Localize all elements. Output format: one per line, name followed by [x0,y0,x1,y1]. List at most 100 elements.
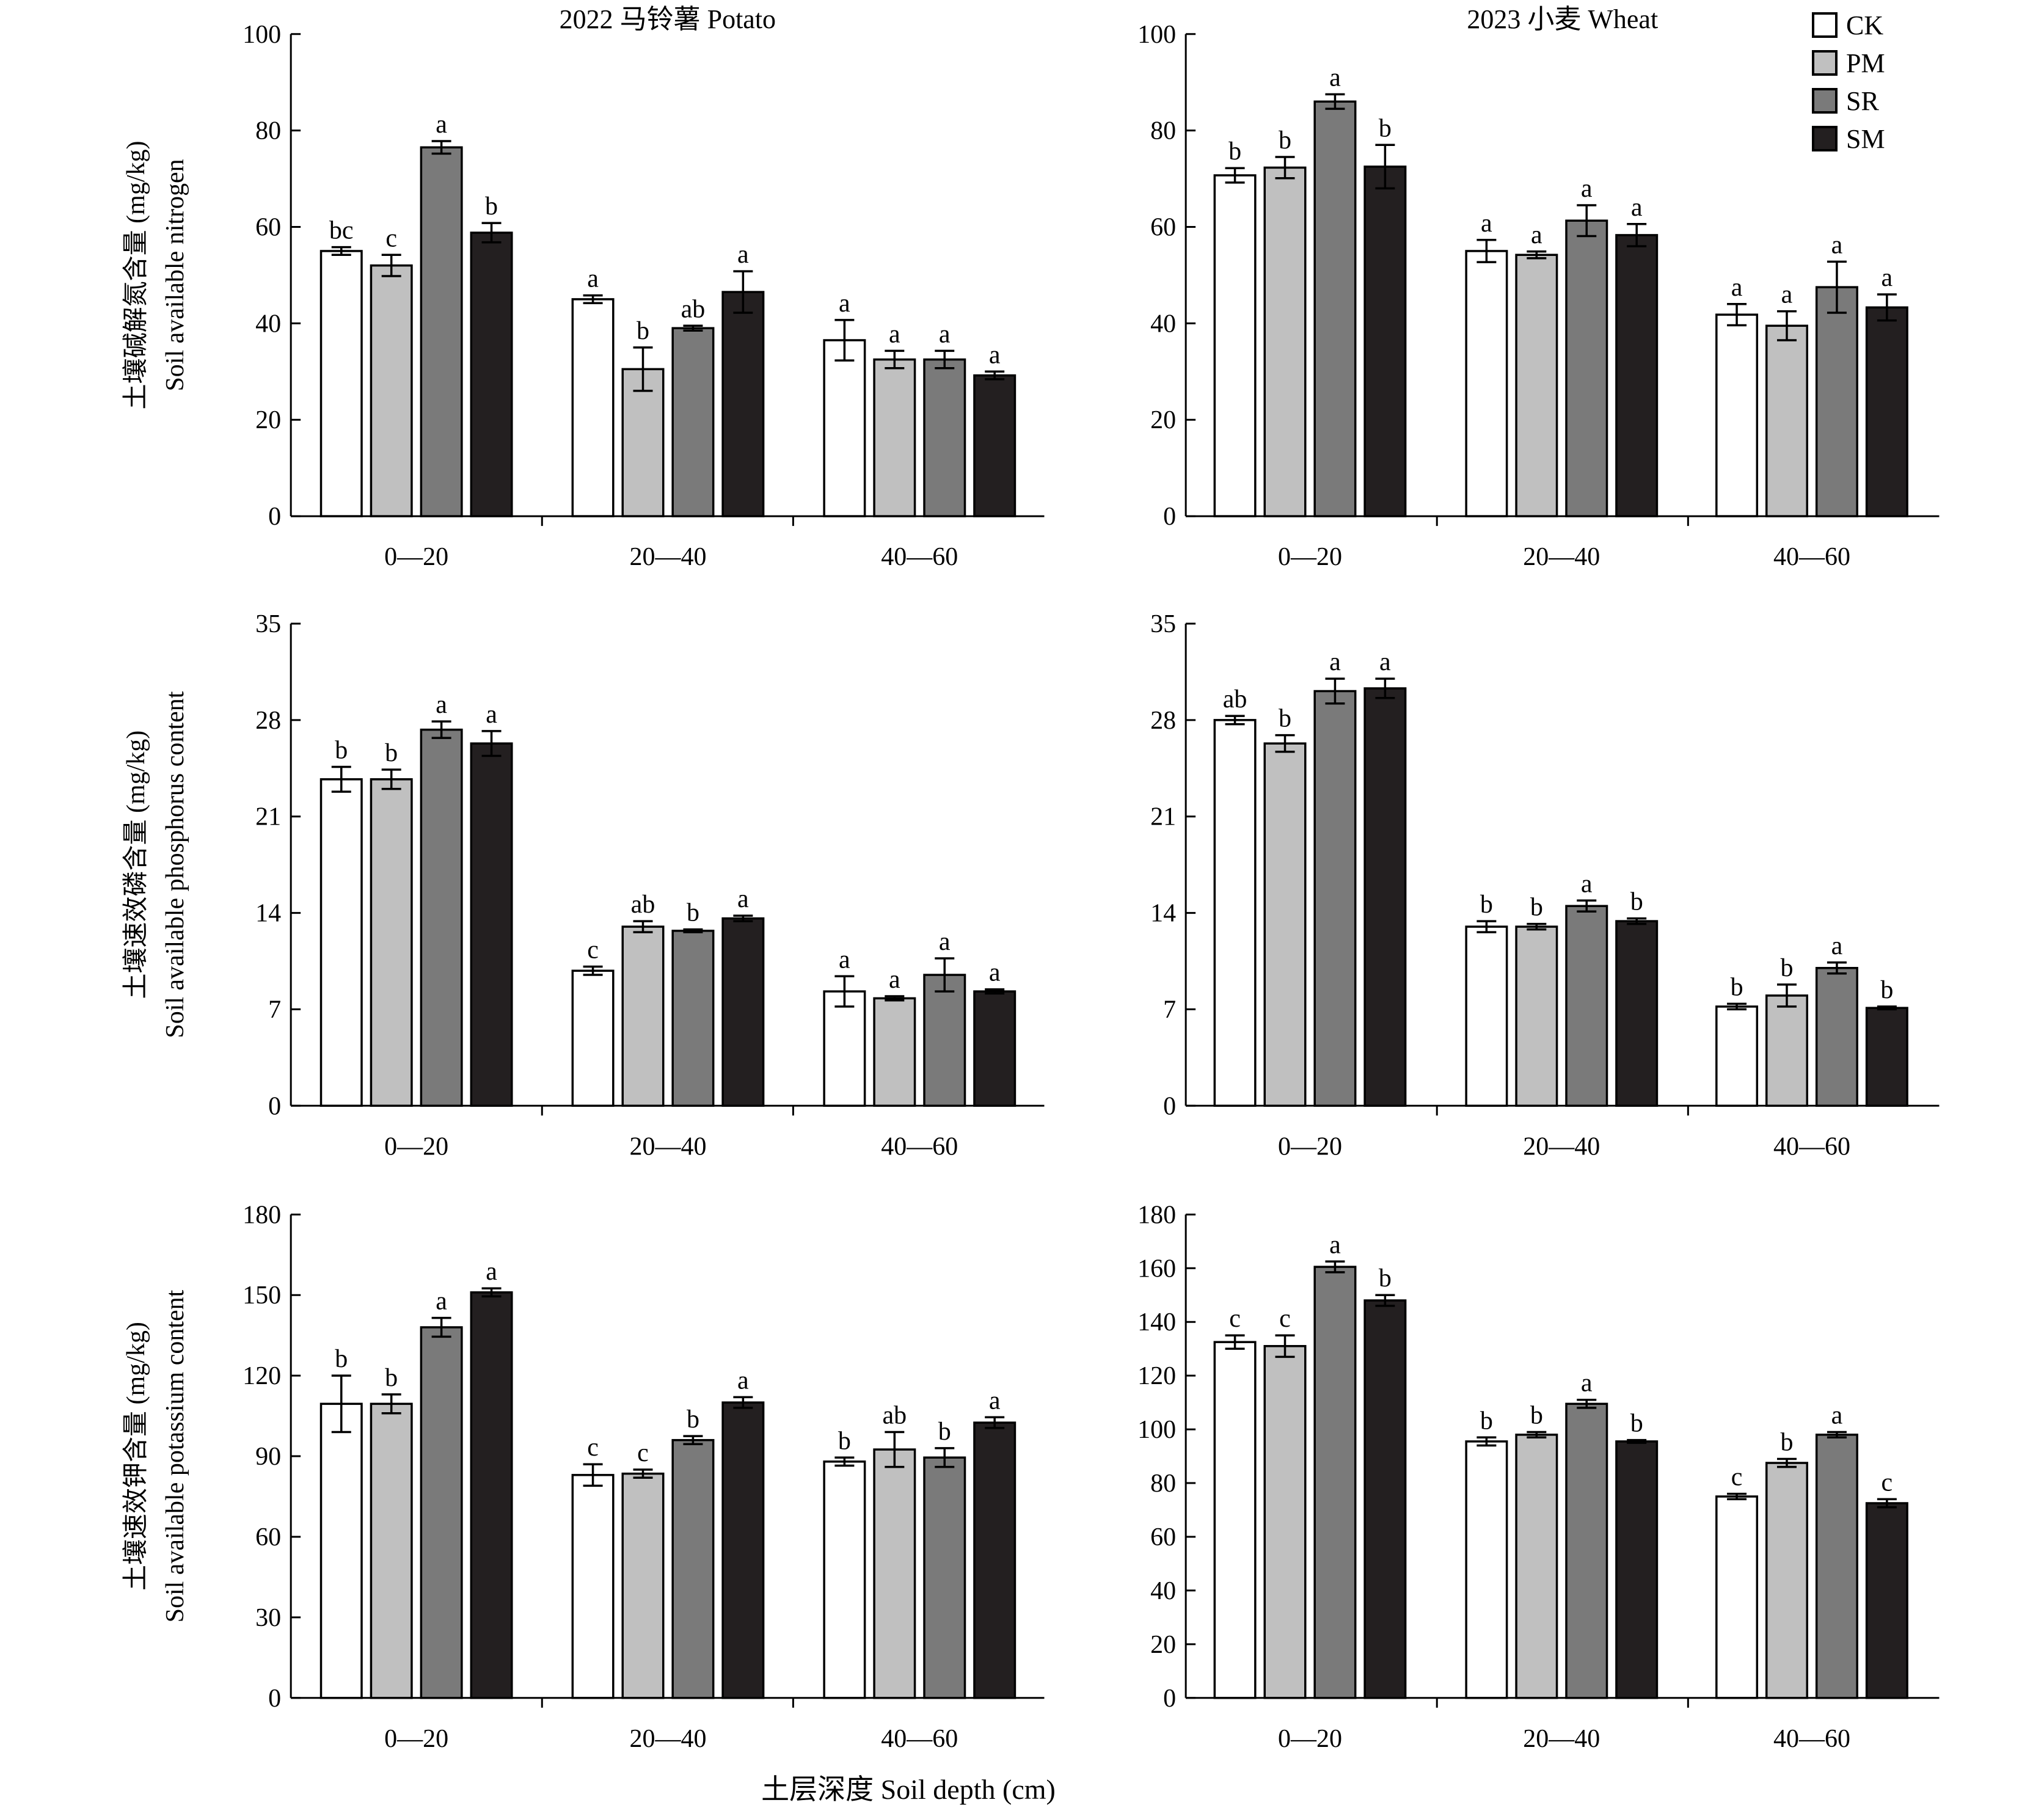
legend-label-pm: PM [1846,48,1885,78]
bar-sm [1615,1440,1659,1699]
bar-pm [1515,925,1558,1107]
bar-sm [973,1421,1017,1699]
legend-swatch-pm [1812,50,1838,76]
y-tick-label: 0 [268,503,281,531]
bar-sm [973,374,1017,517]
significance-letter: b [1880,976,1893,1004]
significance-letter: a [436,691,447,719]
bar-sr [1313,1266,1357,1699]
significance-letter: a [1831,231,1843,259]
x-category-label: 40—60 [881,1132,958,1161]
significance-letter: a [587,265,599,293]
bar-pm [1263,1345,1307,1699]
significance-letter: a [1581,175,1593,203]
significance-letter: b [385,739,398,767]
bar-ck [1213,174,1257,517]
bar-sr [420,1326,463,1699]
bar-pm [873,358,916,517]
bar-sr [1815,967,1858,1107]
significance-letter: b [335,737,348,765]
significance-letter: a [939,928,951,956]
bar-sr [1815,1434,1858,1699]
significance-letter: b [1630,888,1643,916]
significance-letter: b [687,899,699,927]
significance-letter: b [1379,114,1392,142]
x-category-label: 20—40 [1523,543,1600,571]
y-tick-label: 120 [1137,1362,1176,1390]
significance-letter: b [637,317,649,345]
bar-sr [1565,1402,1608,1699]
bar-ck [823,990,866,1107]
bar-ck [571,1474,615,1699]
y-tick-label: 20 [255,406,281,434]
bar-ck [823,339,866,517]
legend-label-sm: SM [1846,124,1885,154]
significance-letter: b [1781,1428,1794,1456]
bar-ck [319,250,363,517]
legend-label-sr: SR [1846,86,1879,116]
y-tick-label: 160 [1137,1255,1176,1283]
bar-ck [1465,250,1508,517]
bar-sm [721,291,765,517]
bar-sm [470,1291,513,1699]
bar-ck [571,298,615,517]
significance-letter: a [1631,194,1643,222]
significance-letter: c [1882,1468,1893,1496]
significance-letter: b [1228,137,1241,166]
bar-pm [1263,166,1307,517]
x-category-label: 20—40 [629,1132,706,1161]
x-category-label: 20—40 [1523,1725,1600,1753]
bar-pm [621,368,665,517]
bar-pm [370,264,413,517]
significance-letter: a [1329,648,1341,676]
significance-letter: a [889,320,900,348]
significance-letter: a [989,341,1001,369]
bar-sm [1615,234,1659,517]
y-tick-label: 0 [1163,503,1176,531]
y-axis-label-cn: 土壤碱解氮含量 (mg/kg) [122,141,150,410]
significance-letter: a [1781,281,1793,309]
significance-letter: a [1481,210,1492,238]
legend-swatch-ck [1812,12,1838,38]
significance-letter: ab [631,891,655,919]
significance-letter: a [1831,932,1843,960]
significance-letter: a [1329,1231,1341,1259]
x-category-label: 40—60 [1773,1725,1850,1753]
x-category-label: 40—60 [881,1725,958,1753]
bar-sm [1363,687,1407,1107]
bar-pm [1765,1462,1808,1699]
bar-sm [1363,166,1407,517]
significance-letter: a [486,1258,497,1286]
y-tick-label: 150 [243,1281,281,1310]
y-tick-label: 7 [1163,996,1176,1024]
bar-sr [923,1456,966,1699]
x-category-label: 0—20 [384,1725,448,1753]
significance-letter: c [637,1439,649,1467]
y-tick-label: 90 [255,1443,281,1471]
x-category-label: 0—20 [384,1132,448,1161]
y-tick-label: 35 [1150,610,1176,638]
significance-letter: b [1279,705,1291,733]
x-category-label: 40—60 [1773,543,1850,571]
significance-letter: a [839,290,850,318]
y-tick-label: 100 [1137,1416,1176,1444]
significance-letter: a [839,946,850,974]
bar-sr [420,728,463,1107]
y-tick-label: 80 [1150,1470,1176,1498]
y-tick-label: 0 [1163,1685,1176,1713]
significance-letter: b [1731,973,1743,1001]
bar-sr [1565,219,1608,517]
significance-letter: a [939,320,951,348]
y-axis-label-cn: 土壤速效磷含量 (mg/kg) [122,731,150,999]
bar-sm [1865,306,1908,517]
bar-pm [1515,253,1558,517]
y-tick-label: 100 [243,21,281,49]
legend-swatch-sm [1812,126,1838,151]
significance-letter: a [436,1288,447,1316]
significance-letter: a [737,885,749,913]
bar-sr [923,974,966,1107]
